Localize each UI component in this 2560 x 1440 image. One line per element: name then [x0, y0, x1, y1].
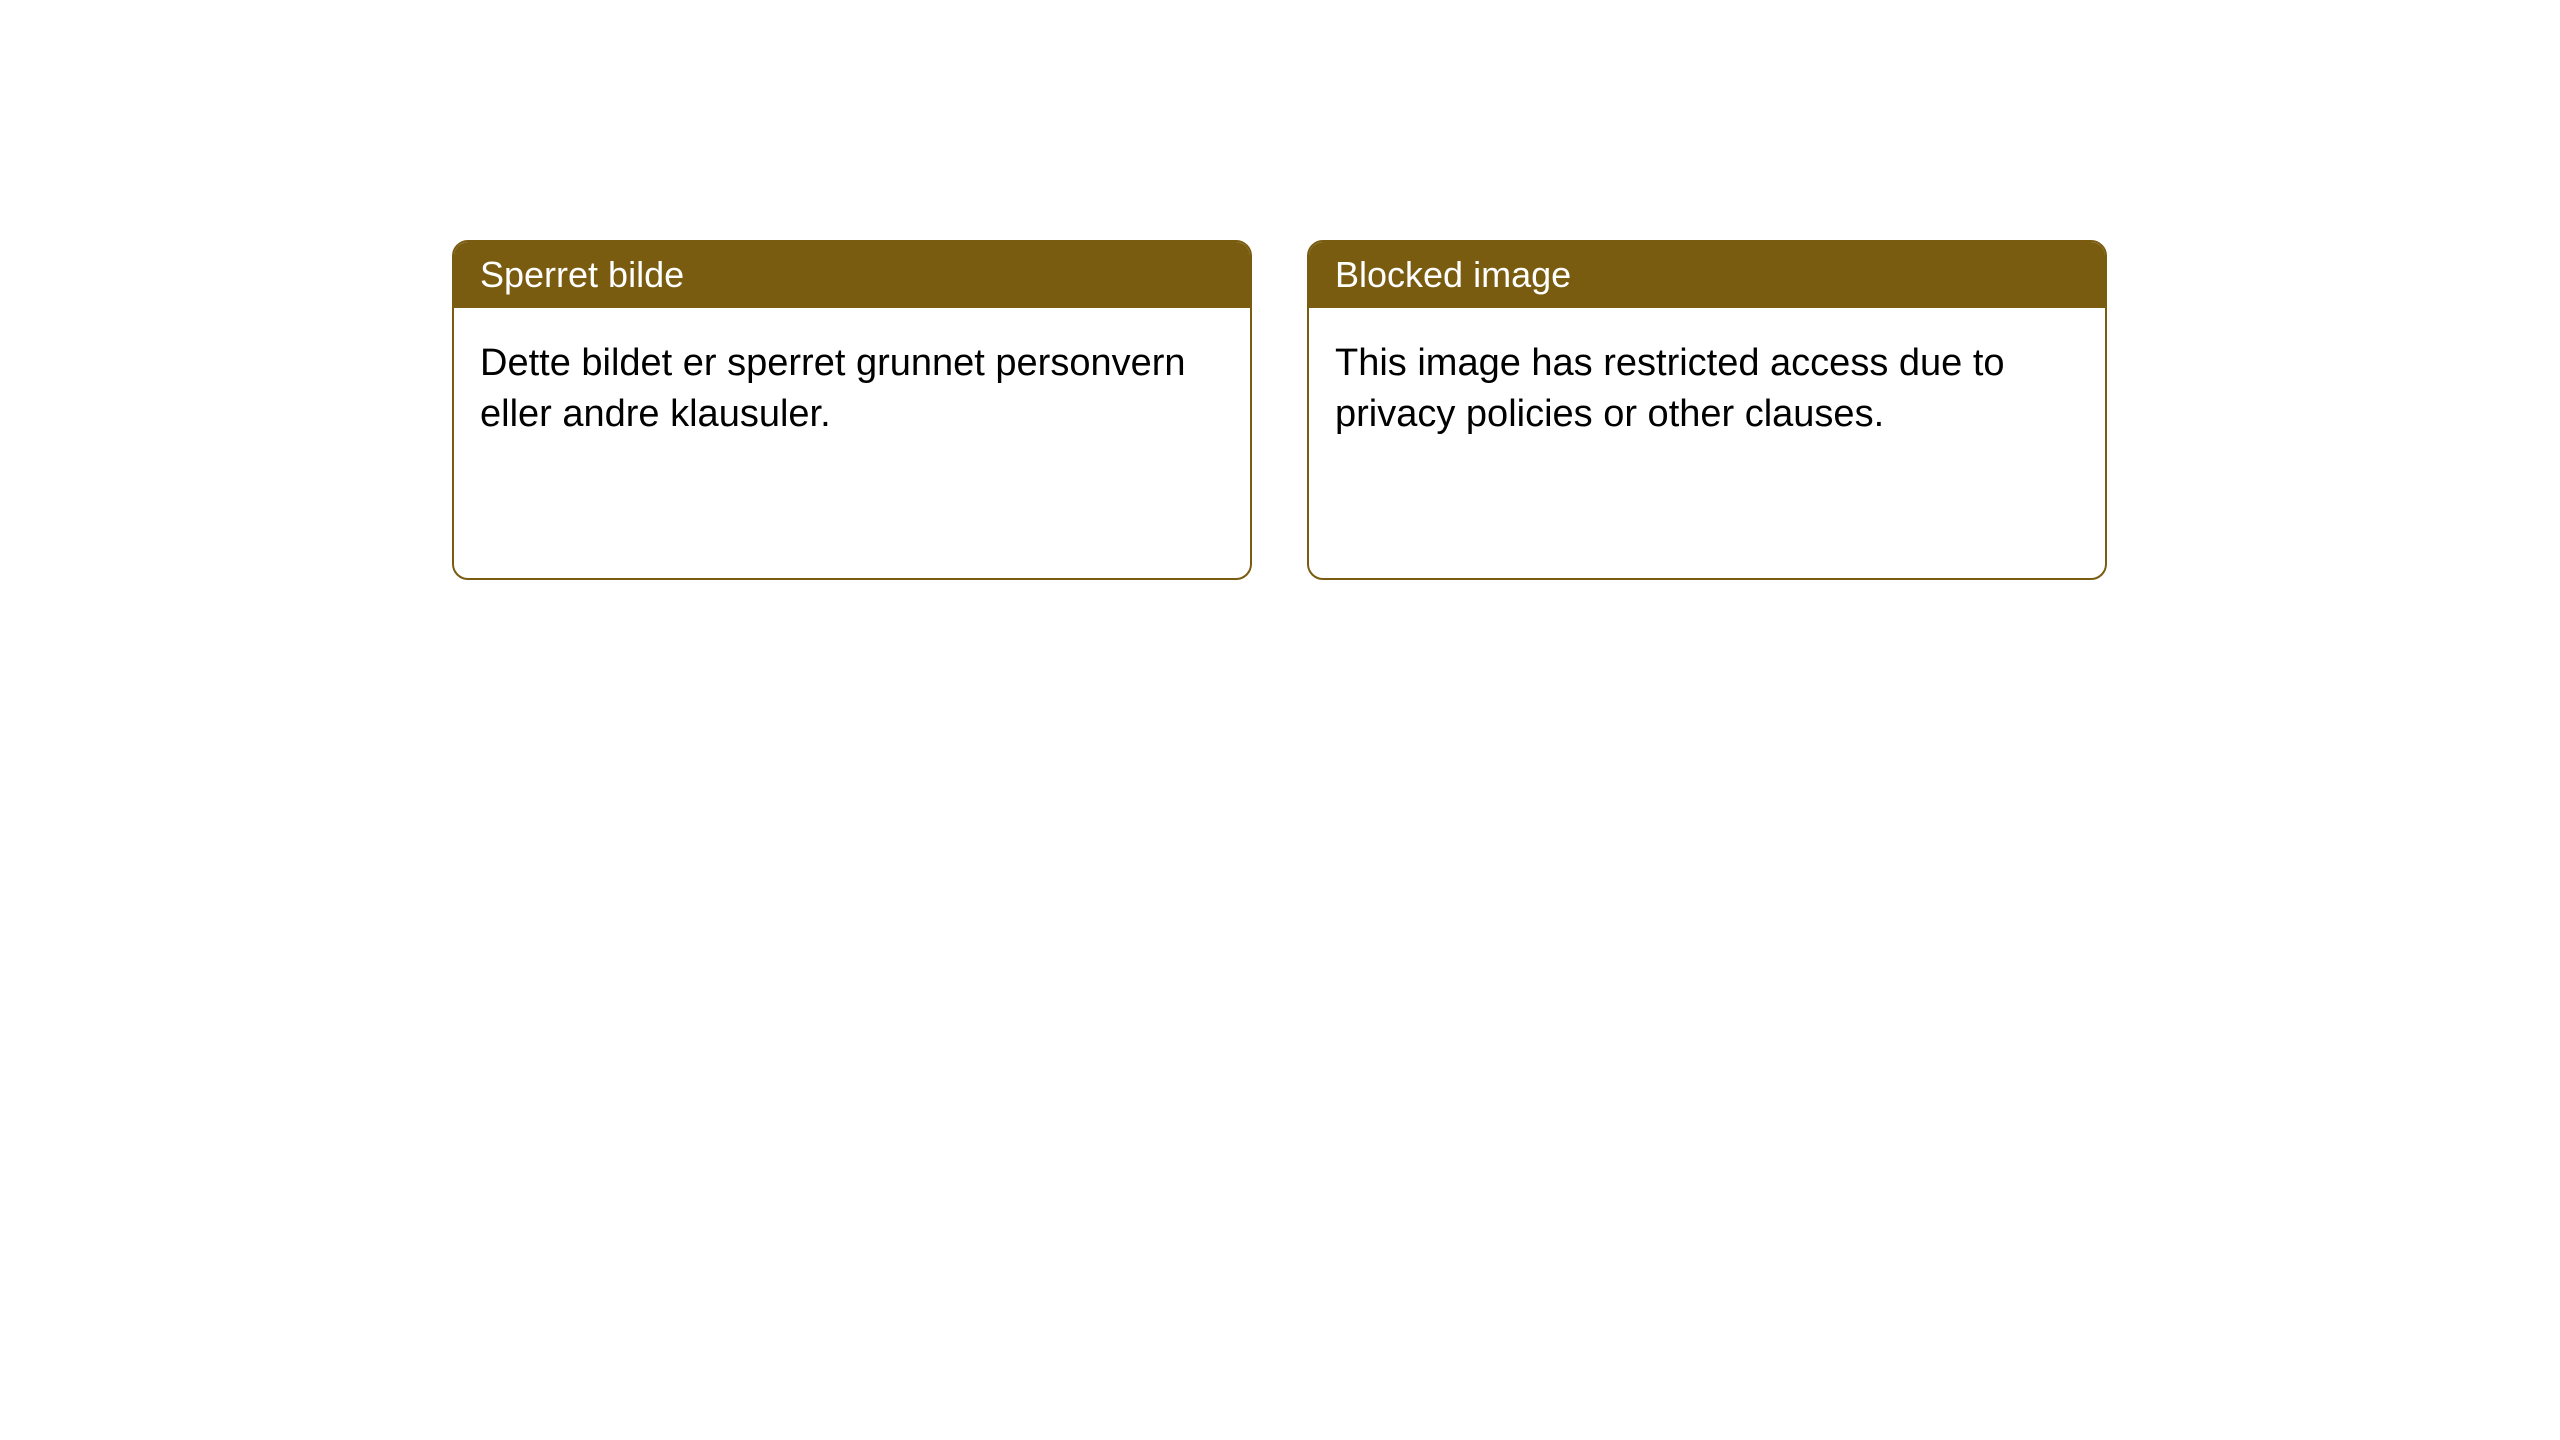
card-body-text: This image has restricted access due to …: [1335, 342, 2005, 435]
card-body: Dette bildet er sperret grunnet personve…: [454, 308, 1250, 578]
blocked-image-card-no: Sperret bilde Dette bildet er sperret gr…: [452, 240, 1252, 580]
notice-container: Sperret bilde Dette bildet er sperret gr…: [452, 240, 2107, 580]
card-header: Sperret bilde: [454, 242, 1250, 308]
blocked-image-card-en: Blocked image This image has restricted …: [1307, 240, 2107, 580]
card-header-text: Sperret bilde: [480, 254, 684, 295]
card-header: Blocked image: [1309, 242, 2105, 308]
card-body-text: Dette bildet er sperret grunnet personve…: [480, 342, 1186, 435]
card-header-text: Blocked image: [1335, 254, 1571, 295]
card-body: This image has restricted access due to …: [1309, 308, 2105, 578]
